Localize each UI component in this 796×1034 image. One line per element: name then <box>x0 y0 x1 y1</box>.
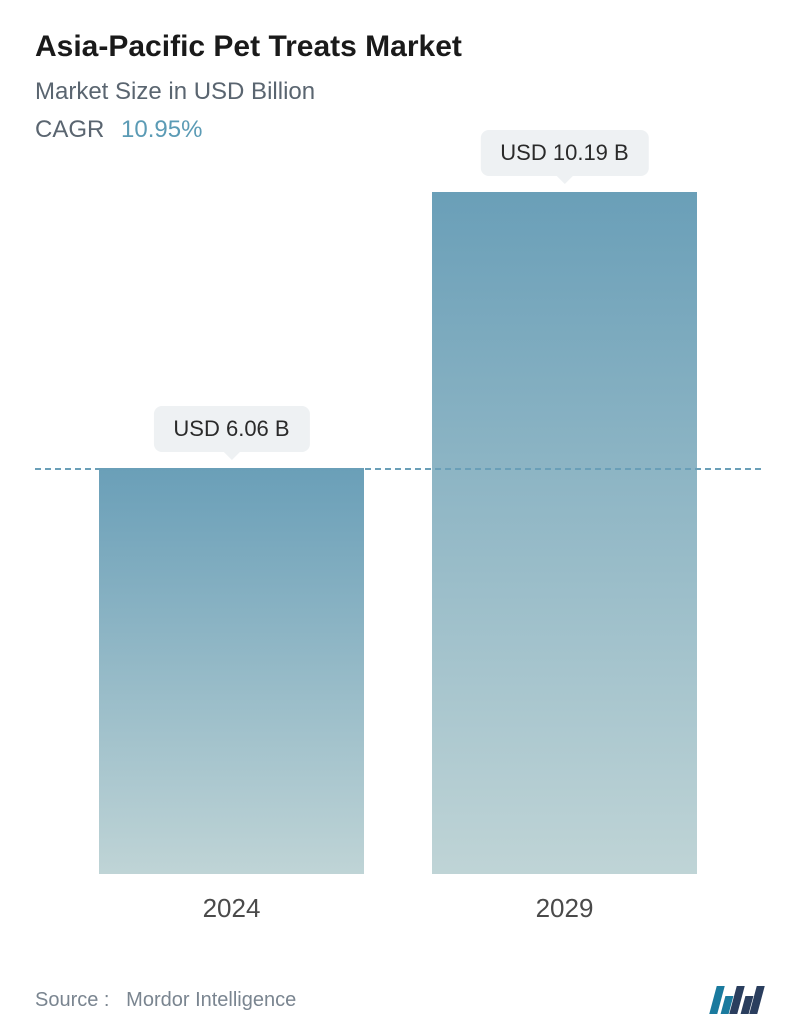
chart-subtitle: Market Size in USD Billion <box>35 78 761 106</box>
value-badge: USD 10.19 B <box>480 130 648 176</box>
cagr-row: CAGR 10.95% <box>35 116 761 144</box>
bar-group: USD 6.06 B <box>99 468 364 874</box>
x-axis-label: 2024 <box>99 893 364 924</box>
chart-title: Asia-Pacific Pet Treats Market <box>35 30 761 64</box>
cagr-label: CAGR <box>35 116 104 143</box>
cagr-value: 10.95% <box>121 116 202 143</box>
source-name: Mordor Intelligence <box>126 989 296 1011</box>
bar: USD 10.19 B <box>432 192 697 874</box>
source-label: Source : <box>35 989 109 1011</box>
mordor-logo-icon <box>713 986 761 1014</box>
chart-area: USD 6.06 B USD 10.19 B 2024 2029 <box>35 184 761 924</box>
bar-group: USD 10.19 B <box>432 192 697 874</box>
source-attribution: Source : Mordor Intelligence <box>35 989 296 1012</box>
footer: Source : Mordor Intelligence <box>35 986 761 1014</box>
x-axis-label: 2029 <box>432 893 697 924</box>
x-axis-labels: 2024 2029 <box>35 893 761 924</box>
bar: USD 6.06 B <box>99 468 364 874</box>
value-badge: USD 6.06 B <box>153 406 309 452</box>
bars-container: USD 6.06 B USD 10.19 B <box>35 184 761 874</box>
reference-line <box>35 468 761 470</box>
